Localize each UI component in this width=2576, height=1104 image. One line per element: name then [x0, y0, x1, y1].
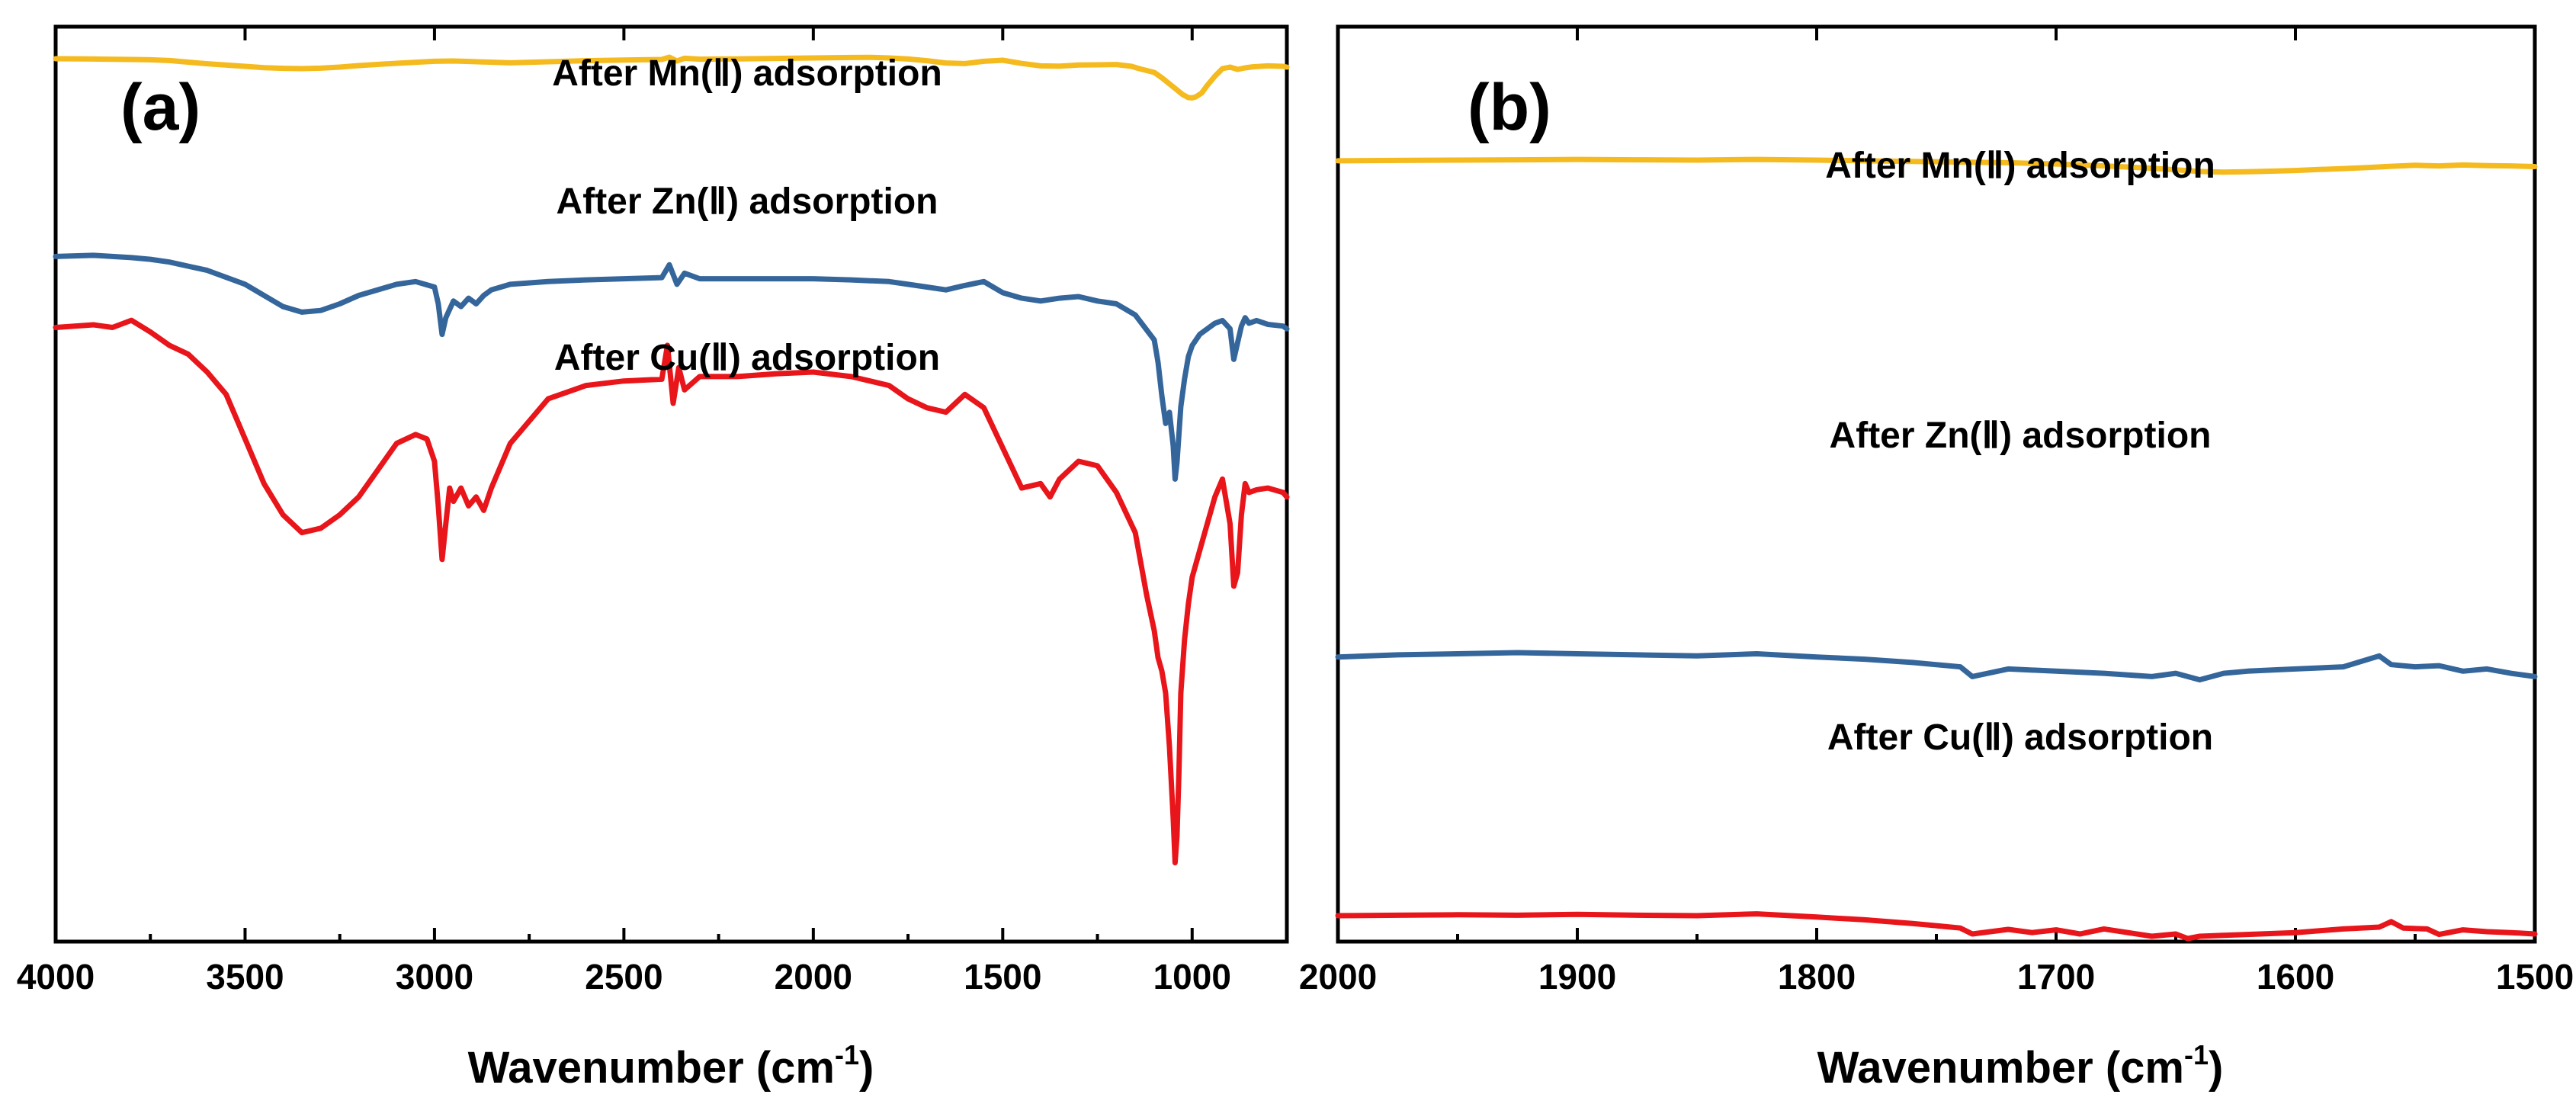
- x-tick-label-a-1000: 1000: [1153, 957, 1231, 996]
- x-tick-label-b-1900: 1900: [1538, 957, 1616, 996]
- x-axis-title-a: Wavenumber (cm-1): [468, 1039, 874, 1093]
- x-axis-title-sup: -1: [2184, 1039, 2209, 1070]
- series-line-b-1: [1335, 650, 2538, 683]
- x-axis-title-sup: -1: [835, 1039, 859, 1070]
- series-line-b-2: [1335, 911, 2538, 942]
- series-label-b-2: After Cu(Ⅱ) adsorption: [1827, 717, 2213, 758]
- x-tick-label-b-1600: 1600: [2257, 957, 2334, 996]
- x-axis-title-end: ): [2209, 1043, 2223, 1093]
- series-label-b-1: After Zn(Ⅱ) adsorption: [1830, 416, 2212, 456]
- series-line-b-0: [1335, 156, 2538, 175]
- series-label-b-0: After Mn(Ⅱ) adsorption: [1825, 146, 2215, 186]
- x-tick-label-a-1500: 1500: [964, 957, 1041, 996]
- x-tick-label-b-1700: 1700: [2017, 957, 2095, 996]
- panel-b: 2000 1900 1800 1700 1600 1500 Wavenumber (cm-1…: [1299, 24, 2574, 1093]
- series-label-a-2: After Cu(Ⅱ) adsorption: [554, 338, 940, 378]
- x-axis-title-main: Wavenumber (cm: [1817, 1043, 2184, 1093]
- x-tick-label-a-3000: 3000: [396, 957, 473, 996]
- x-tick-label-b-2000: 2000: [1299, 957, 1377, 996]
- series-line-a-0: [53, 54, 1290, 101]
- x-tick-label-a-4000: 4000: [17, 957, 95, 996]
- x-tick-label-a-2000: 2000: [775, 957, 852, 996]
- x-tick-label-b-1500: 1500: [2496, 957, 2574, 996]
- panel-label-b: (b): [1468, 71, 1551, 144]
- x-tick-label-b-1800: 1800: [1778, 957, 1856, 996]
- plot-frame-a: [53, 24, 1289, 944]
- x-tick-label-a-3500: 3500: [206, 957, 284, 996]
- panel-a: 4000 3500 3000 2500 2000 1500 1000 Wavenumber (…: [17, 24, 1290, 1093]
- series-line-a-1: [53, 252, 1290, 482]
- series-label-a-1: After Zn(Ⅱ) adsorption: [557, 181, 938, 222]
- panel-label-a: (a): [120, 71, 200, 144]
- x-axis-title-end: ): [859, 1043, 874, 1093]
- x-tick-label-a-2500: 2500: [585, 957, 662, 996]
- series-label-a-0: After Mn(Ⅱ) adsorption: [552, 53, 942, 94]
- x-axis-title-main: Wavenumber (cm: [468, 1043, 835, 1093]
- x-axis-title-b: Wavenumber (cm-1): [1817, 1039, 2224, 1093]
- series-line-a-2: [53, 317, 1290, 865]
